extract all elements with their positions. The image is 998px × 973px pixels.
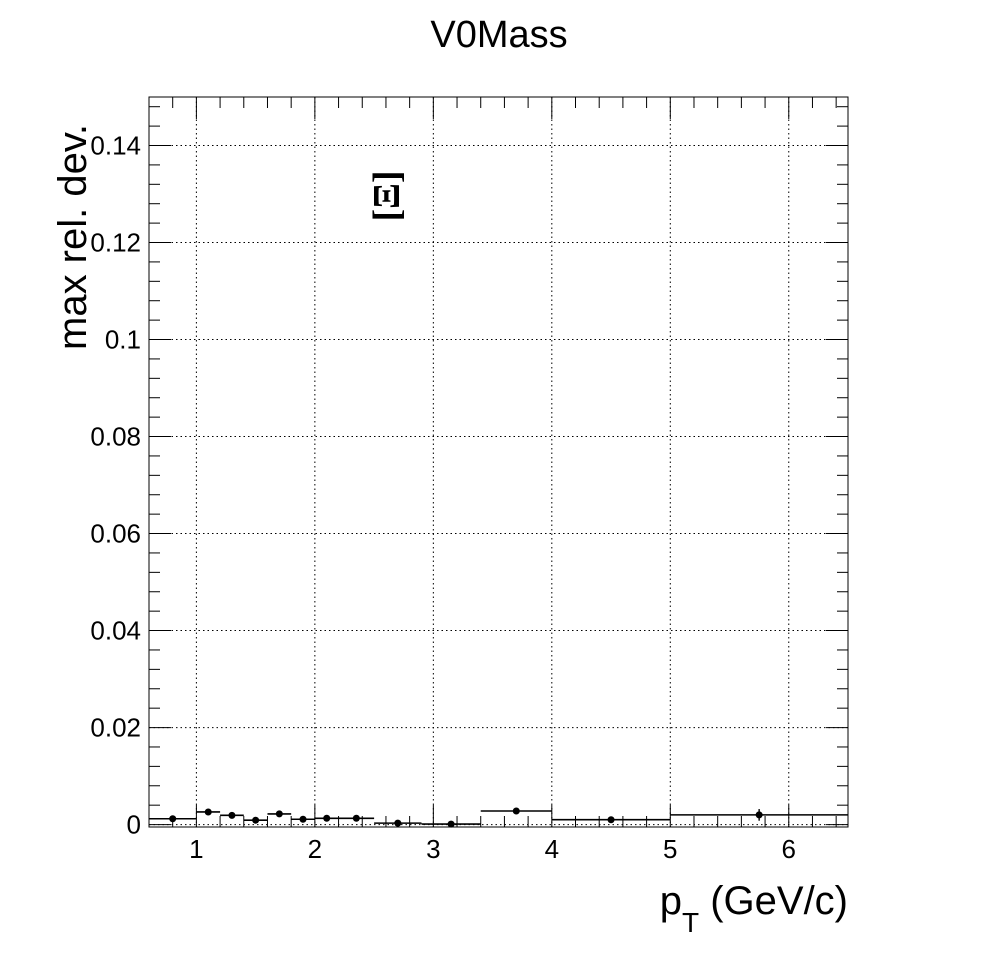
y-tick-label: 0.06 [90,519,141,549]
grid-lines [149,97,848,827]
data-point [447,820,455,828]
data-point [204,808,212,816]
y-tick-label: 0.04 [90,616,141,646]
x-tick-labels: 1 2 3 4 5 6 [189,834,796,864]
data-point [228,811,236,819]
data-point [352,814,360,822]
x-tick-label: 3 [426,834,440,864]
data-point [252,816,260,824]
data-point [394,819,402,827]
plot-frame [148,96,849,828]
axis-ticks [148,97,848,827]
chart-title: V0Mass [430,14,567,56]
data-point [323,814,331,822]
x-axis-label-subscript: T [682,907,699,938]
y-tick-label: 0 [127,810,141,840]
x-tick-label: 6 [782,834,796,864]
y-tick-label: 0.12 [90,228,141,258]
data-point [275,810,283,818]
x-tick-label: 2 [308,834,322,864]
y-tick-labels: 0 0.02 0.04 0.06 0.08 0.1 0.12 0.14 [90,131,141,840]
x-tick-label: 1 [189,834,203,864]
y-tick-label: 0.02 [90,713,141,743]
x-tick-label: 4 [545,834,559,864]
x-axis-label-main: p [660,879,682,923]
y-axis-label: max rel. dev. [51,124,95,350]
particle-annotation: [Ξ] [366,170,408,221]
x-axis-label-rest: (GeV/c) [699,879,848,923]
y-tick-label: 0.1 [105,325,141,355]
data-point [169,815,177,823]
x-tick-label: 5 [663,834,677,864]
data-point [755,811,763,819]
data-point [299,815,307,823]
data-point [607,816,615,824]
y-tick-label: 0.14 [90,131,141,161]
data-point [512,807,520,815]
data-points [149,807,848,828]
x-axis-label: pT (GeV/c) [660,879,848,938]
y-tick-label: 0.08 [90,422,141,452]
